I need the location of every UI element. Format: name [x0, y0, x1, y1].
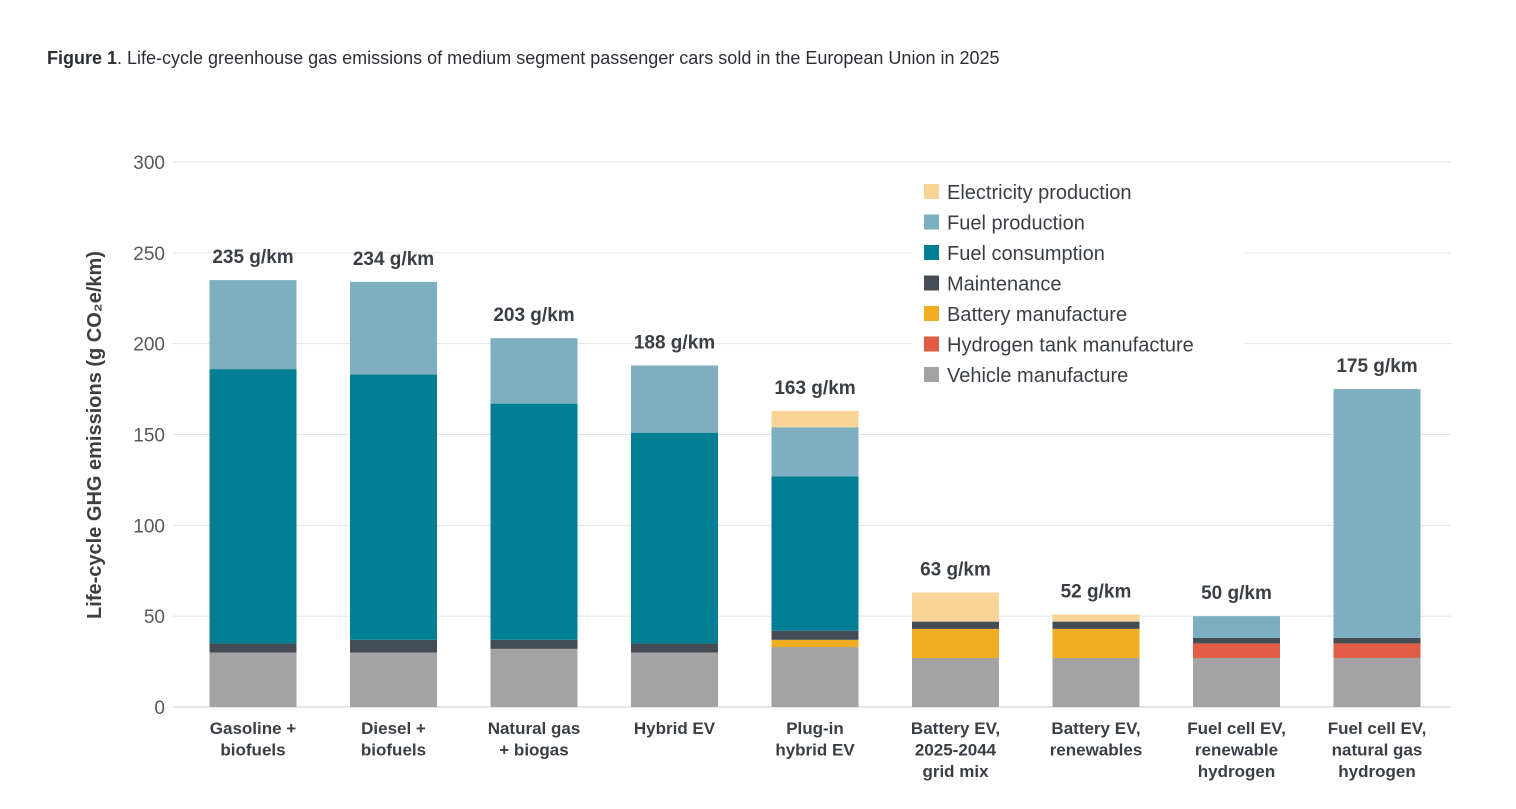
legend: Electricity production Fuel production Fue… — [912, 170, 1244, 392]
total-label: 50 g/km — [1201, 583, 1272, 604]
bar-segment-maintenance — [350, 639, 437, 653]
bars — [209, 280, 1421, 707]
bar-segment-fuel-production — [350, 281, 437, 375]
y-tick-label: 300 — [133, 153, 165, 174]
bar-segment-vehicle-manufacture — [490, 648, 578, 707]
legend-swatch — [924, 184, 939, 199]
bar-segment-fuel-consumption — [490, 403, 578, 640]
total-label: 188 g/km — [634, 332, 715, 353]
figure-label: Figure 1 — [47, 48, 118, 68]
bar-segment-maintenance — [631, 643, 718, 653]
legend-item-label: Hydrogen tank manufacture — [947, 335, 1194, 357]
y-tick-label: 100 — [133, 516, 165, 537]
bar-segment-maintenance — [1052, 621, 1140, 629]
x-axis-categories: Gasoline + biofuels Diesel + biofuels Natura… — [210, 719, 1427, 781]
bar-segment-vehicle-manufacture — [912, 657, 999, 707]
y-axis-label: Life-cycle GHG emissions (g CO₂e/km) — [84, 251, 106, 619]
bar-segment-electricity-production — [912, 592, 999, 622]
legend-swatch — [924, 306, 939, 321]
legend-background — [912, 170, 1244, 392]
total-label: 235 g/km — [212, 247, 293, 268]
total-label: 52 g/km — [1061, 581, 1132, 602]
legend-item-label: Maintenance — [947, 274, 1062, 296]
category-label: Battery EV, 2025-2044 grid mix — [911, 719, 1000, 781]
bar-segment-hydrogen-tank-manufacture — [1193, 643, 1280, 658]
bar-segment-vehicle-manufacture — [1193, 657, 1280, 707]
bar-segment-maintenance — [1333, 637, 1421, 644]
bar-segment-maintenance — [1193, 637, 1280, 644]
y-tick-label: 200 — [133, 335, 165, 356]
bar-segment-fuel-production — [490, 338, 578, 404]
bar-segment-vehicle-manufacture — [209, 652, 297, 707]
bar-segment-vehicle-manufacture — [631, 652, 718, 707]
y-tick-label: 150 — [133, 426, 165, 447]
total-label: 175 g/km — [1336, 356, 1417, 377]
bar-segment-fuel-production — [209, 280, 297, 370]
total-label: 63 g/km — [920, 560, 991, 581]
category-label: Natural gas + biogas — [488, 719, 581, 760]
legend-swatch — [924, 367, 939, 382]
bar-segment-fuel-consumption — [631, 432, 718, 644]
bar-segment-fuel-consumption — [771, 476, 859, 631]
category-label: Gasoline + biofuels — [210, 719, 297, 760]
y-tick-label: 50 — [144, 607, 165, 628]
y-axis-ticks: 0 50 100 150 200 250 300 — [133, 153, 165, 719]
total-label: 203 g/km — [493, 305, 574, 326]
bar-segment-maintenance — [209, 643, 297, 653]
legend-item-label: Fuel consumption — [947, 243, 1105, 265]
bar-segment-electricity-production — [1052, 614, 1140, 622]
total-label: 163 g/km — [774, 378, 855, 399]
figure-caption: Figure 1. Life-cycle greenhouse gas emis… — [47, 48, 1000, 69]
legend-swatch — [924, 245, 939, 260]
bar-segment-vehicle-manufacture — [771, 647, 859, 707]
bar-segment-fuel-production — [1193, 616, 1280, 638]
total-labels: 235 g/km 234 g/km 203 g/km 188 g/km 163 g/km… — [212, 247, 1417, 604]
category-label: Battery EV, renewables — [1050, 719, 1143, 760]
legend-item-label: Electricity production — [947, 182, 1132, 204]
y-tick-label: 250 — [133, 244, 165, 265]
legend-swatch — [924, 336, 939, 352]
y-tick-label: 0 — [154, 698, 165, 719]
bar-segment-battery-manufacture — [912, 628, 999, 658]
bar-segment-fuel-consumption — [350, 374, 437, 640]
category-label: Diesel + biofuels — [361, 719, 426, 760]
category-label: Fuel cell EV, renewable hydrogen — [1187, 719, 1286, 781]
category-label: Fuel cell EV, natural gas hydrogen — [1328, 719, 1427, 781]
legend-item-label: Fuel production — [947, 213, 1085, 235]
total-label: 234 g/km — [353, 249, 434, 270]
figure-caption-text: . Life-cycle greenhouse gas emissions of… — [117, 48, 1000, 68]
legend-swatch — [924, 275, 939, 291]
bar-segment-maintenance — [912, 621, 999, 629]
bar-segment-vehicle-manufacture — [1333, 657, 1421, 707]
bar-segment-electricity-production — [771, 410, 859, 428]
bar-segment-maintenance — [490, 639, 578, 649]
bar-segment-vehicle-manufacture — [1052, 657, 1140, 707]
legend-item-label: Vehicle manufacture — [947, 365, 1128, 387]
category-label: Hybrid EV — [634, 719, 716, 738]
bar-segment-fuel-production — [1333, 389, 1421, 638]
bar-segment-hydrogen-tank-manufacture — [1333, 643, 1421, 658]
legend-item-label: Battery manufacture — [947, 304, 1127, 326]
bar-segment-vehicle-manufacture — [350, 652, 437, 707]
bar-segment-fuel-production — [631, 365, 718, 433]
bar-segment-maintenance — [771, 630, 859, 640]
bar-segment-fuel-production — [771, 427, 859, 477]
bar-segment-fuel-consumption — [209, 369, 297, 644]
legend-swatch — [924, 214, 939, 230]
bar-segment-battery-manufacture — [1052, 628, 1140, 658]
bar-segment-battery-manufacture — [771, 639, 859, 648]
category-label: Plug-in hybrid EV — [775, 719, 855, 760]
